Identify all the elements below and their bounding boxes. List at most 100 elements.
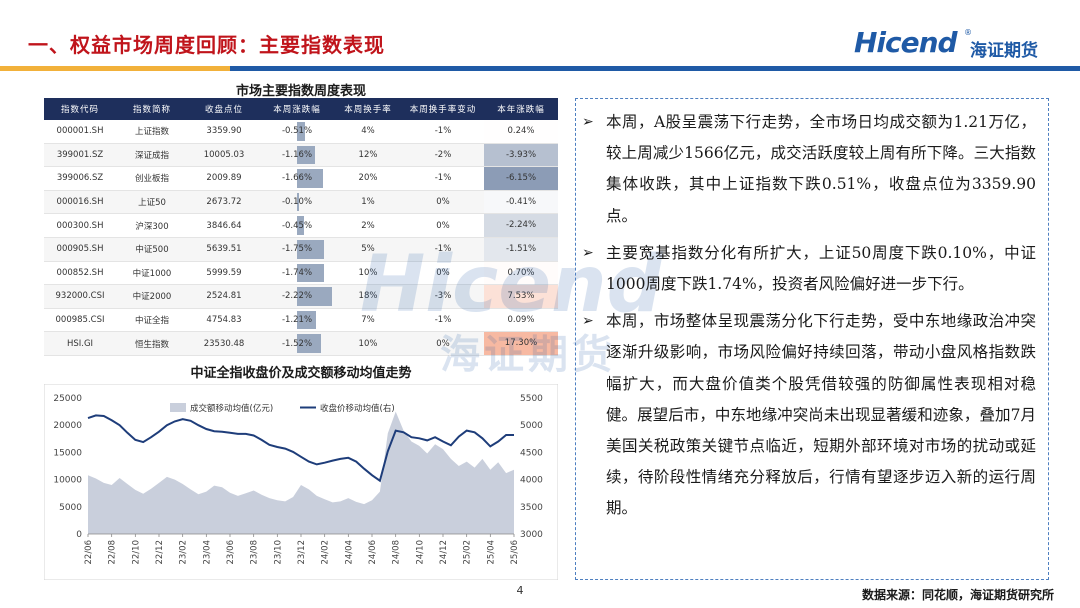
cell-turnover-change: 0% bbox=[402, 331, 484, 356]
table-row: 000852.SH 中证1000 5999.59 -1.74% 10% 0% 0.70% bbox=[44, 261, 558, 286]
y-left-tick-label: 5000 bbox=[59, 503, 82, 513]
cell-turnover-change: -3% bbox=[402, 284, 484, 309]
index-performance-table: 指数代码 指数简称 收盘点位 本周涨跌幅 本周换手率 本周换手率变动 本年涨跌幅… bbox=[44, 98, 558, 356]
week-change-bar bbox=[297, 239, 325, 259]
x-tick-label: 22/06 bbox=[84, 540, 94, 565]
cell-turnover-change: 0% bbox=[402, 190, 484, 215]
cell-week-change: -1.74% bbox=[260, 261, 334, 286]
col-header-name: 指数简称 bbox=[116, 98, 188, 120]
hicend-logo: Hicend ® 海证期货 bbox=[854, 26, 1054, 66]
y-left-tick-label: 25000 bbox=[53, 394, 82, 404]
cell-index-code: 932000.CSI bbox=[44, 284, 116, 309]
cell-close: 3359.90 bbox=[188, 120, 260, 144]
cell-ytd-change: -1.51% bbox=[484, 237, 558, 262]
ytd-change-value: -2.24% bbox=[505, 220, 537, 231]
cell-ytd-change: -6.15% bbox=[484, 166, 558, 191]
cell-index-code: 399006.SZ bbox=[44, 166, 116, 191]
ytd-change-value: 0.70% bbox=[507, 267, 535, 278]
y-right-tick-label: 5500 bbox=[520, 394, 543, 404]
table-row: HSI.GI 恒生指数 23530.48 -1.52% 10% 0% 17.30% bbox=[44, 331, 558, 356]
cell-ytd-change: 0.09% bbox=[484, 308, 558, 333]
col-header-turnover: 本周换手率 bbox=[334, 98, 402, 120]
cell-close: 4754.83 bbox=[188, 308, 260, 333]
commentary-text: 本周，A股呈震荡下行走势，全市场日均成交额为1.21万亿，较上周减少1566亿元… bbox=[606, 113, 1036, 225]
x-tick-label: 25/02 bbox=[463, 540, 473, 565]
x-tick-label: 24/04 bbox=[344, 540, 354, 565]
cell-week-change: -0.10% bbox=[260, 190, 334, 215]
cell-turnover: 10% bbox=[334, 261, 402, 286]
week-change-bar bbox=[297, 169, 323, 188]
header-rule-yellow bbox=[0, 66, 230, 71]
cell-turnover: 5% bbox=[334, 237, 402, 262]
x-tick-label: 23/04 bbox=[202, 540, 212, 565]
cell-turnover: 1% bbox=[334, 190, 402, 215]
header-rule-blue bbox=[0, 66, 1080, 71]
cell-index-name: 中证全指 bbox=[116, 308, 188, 333]
close-price-line-series bbox=[87, 414, 514, 483]
x-tick-label: 24/06 bbox=[368, 540, 378, 565]
ytd-change-value: -6.15% bbox=[505, 173, 537, 184]
cell-index-name: 上证指数 bbox=[116, 120, 188, 144]
ytd-change-value: 0.24% bbox=[507, 126, 535, 136]
week-change-value: -0.45% bbox=[281, 220, 313, 231]
commentary-paragraph: ➢ 主要宽基指数分化有所扩大，上证50周度下跌0.10%，中证1000周度下跌1.… bbox=[582, 238, 1036, 300]
week-change-value: -1.16% bbox=[281, 149, 313, 160]
cell-index-code: 000905.SH bbox=[44, 237, 116, 262]
cell-ytd-change: 0.70% bbox=[484, 261, 558, 286]
cell-turnover-change: 0% bbox=[402, 261, 484, 286]
turnover-area-series bbox=[88, 411, 514, 534]
page-number: 4 bbox=[516, 584, 524, 597]
legend-label-turnover: 成交额移动均值(亿元) bbox=[190, 403, 273, 414]
x-tick-label: 22/08 bbox=[108, 540, 118, 565]
cell-index-code: 000001.SH bbox=[44, 120, 116, 144]
commentary-paragraph: ➢ 本周，A股呈震荡下行走势，全市场日均成交额为1.21万亿，较上周减少1566亿… bbox=[582, 107, 1036, 232]
week-change-bar bbox=[297, 334, 321, 353]
x-tick-label: 23/12 bbox=[297, 540, 307, 565]
ytd-change-value: 0.09% bbox=[507, 314, 535, 325]
cell-week-change: -1.16% bbox=[260, 143, 334, 168]
week-change-value: -1.75% bbox=[281, 244, 313, 255]
ytd-change-value: -1.51% bbox=[505, 243, 537, 254]
cell-index-name: 中证2000 bbox=[116, 284, 188, 309]
x-tick-label: 25/04 bbox=[486, 540, 496, 565]
chart-svg: 0 5000 10000 15000 20000 25000 3000 3500 4000 450… bbox=[43, 383, 559, 581]
slide-title: 一、权益市场周度回顾：主要指数表现 bbox=[28, 33, 385, 57]
cell-index-name: 深证成指 bbox=[116, 143, 188, 168]
legend-label-close: 收盘价移动均值(右) bbox=[320, 403, 395, 414]
cell-turnover: 10% bbox=[334, 331, 402, 356]
cell-turnover-change: 0% bbox=[402, 213, 484, 238]
col-header-turnover-change: 本周换手率变动 bbox=[402, 98, 484, 120]
commentary-text: 主要宽基指数分化有所扩大，上证50周度下跌0.10%，中证1000周度下跌1.7… bbox=[606, 243, 1036, 294]
week-change-value: -0.51% bbox=[281, 126, 313, 137]
x-tick-label: 24/02 bbox=[321, 540, 331, 565]
y-right-tick-label: 3500 bbox=[520, 503, 543, 513]
logo-registered-mark: ® bbox=[964, 28, 972, 37]
ytd-change-value: -3.93% bbox=[505, 149, 537, 160]
cell-close: 3846.64 bbox=[188, 213, 260, 238]
commentary-text: 本周，市场整体呈现震荡分化下行走势，受中东地缘政治冲突逐渐升级影响，市场风险偏好… bbox=[606, 312, 1036, 518]
cell-turnover: 4% bbox=[334, 120, 402, 144]
bullet-arrow-icon: ➢ bbox=[582, 244, 594, 261]
table-row: 000001.SH 上证指数 3359.90 -0.51% 4% -1% 0.24% bbox=[44, 120, 558, 144]
cell-index-name: 上证50 bbox=[116, 190, 188, 215]
week-change-value: -1.66% bbox=[281, 173, 313, 184]
cell-week-change: -1.66% bbox=[260, 166, 334, 191]
ytd-change-value: 7.53% bbox=[507, 291, 535, 302]
y-right-tick-label: 5000 bbox=[520, 421, 543, 431]
table-header-row: 指数代码 指数简称 收盘点位 本周涨跌幅 本周换手率 本周换手率变动 本年涨跌幅 bbox=[44, 98, 558, 120]
cell-turnover: 2% bbox=[334, 213, 402, 238]
y-left-tick-label: 10000 bbox=[53, 476, 82, 486]
cell-week-change: -0.45% bbox=[260, 213, 334, 238]
cell-close: 23530.48 bbox=[188, 331, 260, 356]
legend-swatch-turnover bbox=[170, 403, 186, 412]
cell-index-code: HSI.GI bbox=[44, 331, 116, 356]
col-header-close: 收盘点位 bbox=[188, 98, 260, 120]
cell-close: 5999.59 bbox=[188, 261, 260, 286]
chart-title: 中证全指收盘价及成交额移动均值走势 bbox=[190, 366, 412, 381]
bullet-arrow-icon: ➢ bbox=[582, 114, 594, 130]
cell-turnover-change: -1% bbox=[402, 166, 484, 191]
cell-index-name: 沪深300 bbox=[116, 213, 188, 238]
table-row: 000985.CSI 中证全指 4754.83 -1.21% 7% -1% 0.09% bbox=[44, 308, 558, 333]
x-tick-label: 24/08 bbox=[392, 540, 402, 565]
week-change-bar bbox=[297, 287, 332, 306]
